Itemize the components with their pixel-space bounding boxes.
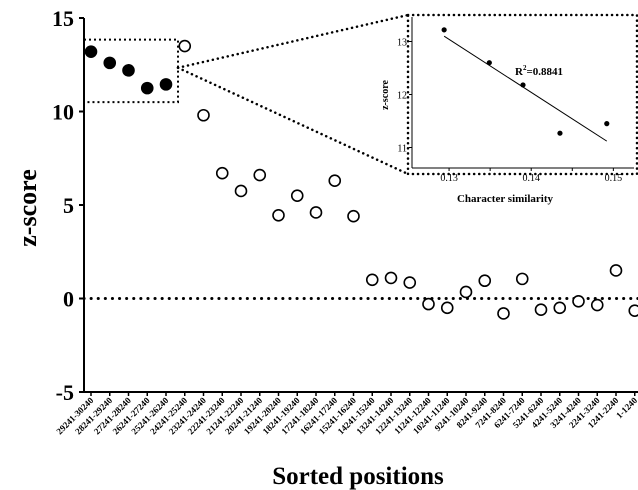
highlighted-data-point [159, 78, 173, 91]
data-point [609, 264, 623, 277]
data-point [515, 272, 529, 286]
inset-data-point [520, 82, 526, 88]
main-y-tick-label: 5 [63, 193, 74, 218]
data-point [347, 209, 360, 223]
data-point [497, 307, 510, 320]
inset-x-tick-label: 0.14 [522, 173, 540, 184]
data-point [234, 184, 248, 198]
data-point [215, 166, 229, 180]
highlight-box [83, 38, 179, 104]
data-point [628, 304, 638, 317]
main-y-tick-label: -5 [56, 380, 74, 405]
data-point [572, 295, 585, 308]
data-point [328, 174, 342, 187]
zoom-connector-line [176, 13, 410, 70]
highlighted-data-point [140, 81, 154, 95]
main-y-tick-label: 10 [52, 100, 74, 125]
data-point [253, 168, 267, 182]
highlighted-data-point [84, 45, 98, 58]
data-point [290, 189, 304, 202]
regression-line [443, 35, 608, 142]
inset-data-point [604, 121, 610, 127]
zoom-connector-line [176, 66, 410, 176]
main-y-tick-label: 15 [52, 6, 74, 31]
inset-data-point [486, 60, 492, 66]
inset-x-axis-label: Character similarity [457, 193, 554, 205]
data-point [534, 303, 548, 317]
data-point [459, 285, 473, 299]
inset-data-point [557, 130, 563, 136]
data-point [309, 206, 323, 219]
inset-y-tick-label: 11 [397, 144, 407, 155]
data-point [478, 274, 492, 288]
highlighted-data-point [122, 64, 135, 77]
inset-x-tick-label: 0.13 [440, 173, 458, 184]
main-x-tick-label: 1-1240 [614, 395, 638, 420]
r-squared-annotation: R2=0.8841 [515, 64, 563, 78]
data-point [553, 301, 567, 315]
data-point [178, 39, 192, 53]
inset-plot: 11 12 13 0.13 0.14 0.15 [397, 13, 638, 184]
data-point [384, 271, 398, 285]
main-y-axis-label: z-score [13, 169, 42, 246]
data-point [197, 108, 210, 122]
main-y-tick-label: 0 [63, 287, 74, 312]
inset-frame [406, 13, 638, 176]
inset-y-tick-label: 13 [397, 38, 407, 49]
data-point [590, 298, 604, 312]
inset-y-axis-label: z-score [380, 80, 391, 110]
highlighted-data-point [103, 56, 117, 70]
data-point [440, 301, 454, 315]
inset-data-point [441, 27, 447, 33]
inset-y-tick-label: 12 [397, 91, 407, 102]
inset-x-tick-label: 0.15 [605, 173, 623, 184]
data-point [422, 297, 435, 311]
data-point [272, 208, 285, 222]
data-point [403, 276, 417, 289]
data-point [365, 273, 379, 287]
main-x-axis-label: Sorted positions [272, 463, 444, 490]
